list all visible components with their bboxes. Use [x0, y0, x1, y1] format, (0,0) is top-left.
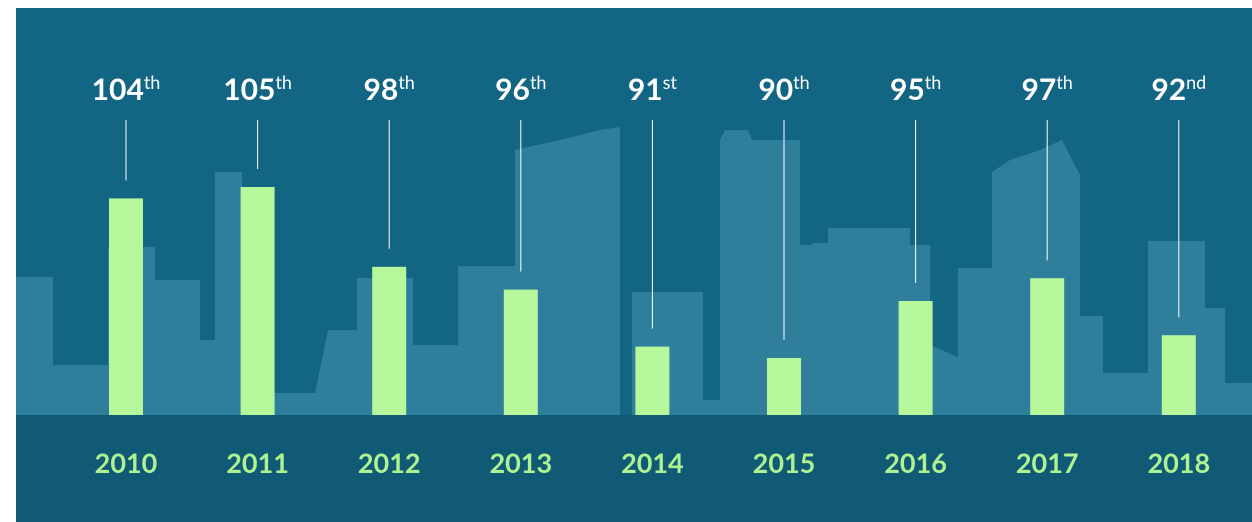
bar — [635, 347, 669, 415]
bar — [1030, 278, 1064, 415]
bar — [899, 301, 933, 415]
bar — [241, 187, 275, 415]
x-tick-label: 2015 — [753, 446, 816, 479]
x-tick-label: 2016 — [884, 446, 947, 479]
x-tick-label: 2011 — [226, 446, 289, 479]
chart: 104th2010105th201198th201296th201391st20… — [0, 0, 1252, 522]
bar — [504, 290, 538, 415]
x-tick-label: 2012 — [358, 446, 421, 479]
x-tick-label: 2013 — [489, 446, 552, 479]
x-tick-label: 2017 — [1016, 446, 1079, 479]
bar — [109, 198, 143, 415]
x-tick-label: 2018 — [1147, 446, 1210, 479]
bar — [767, 358, 801, 415]
bar — [372, 267, 406, 415]
x-tick-label: 2010 — [95, 446, 158, 479]
bar — [1162, 335, 1196, 415]
x-tick-label: 2014 — [621, 446, 684, 479]
